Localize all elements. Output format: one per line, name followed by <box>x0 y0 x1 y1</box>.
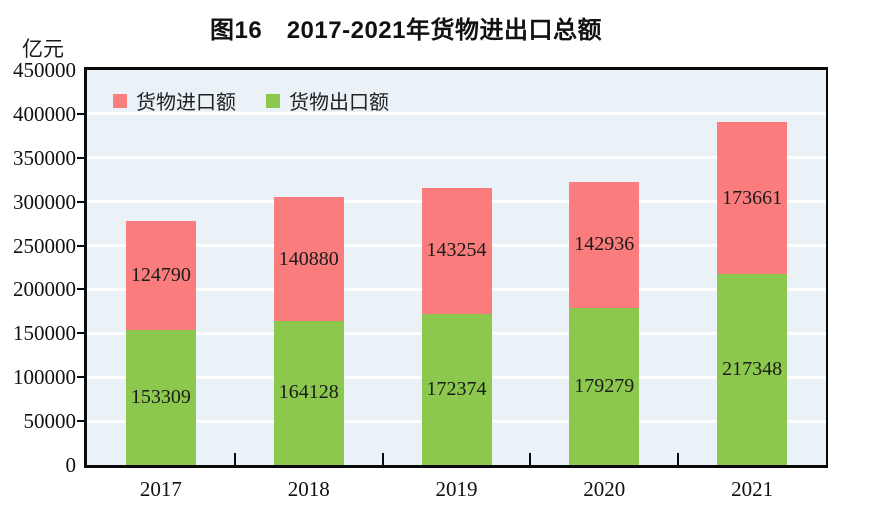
y-axis-tick-label-400000: 400000 <box>13 101 76 126</box>
bar-2019-import-segment: 143254 <box>421 187 492 314</box>
bar-2021-export-value-label: 217348 <box>722 358 783 381</box>
bar-2021-export-segment: 217348 <box>717 274 788 465</box>
legend-item-export: 货物出口额 <box>266 86 389 115</box>
legend: 货物进口额 货物出口额 <box>113 86 389 115</box>
bar-2019-export-segment: 172374 <box>421 313 492 465</box>
x-axis-label-2018: 2018 <box>287 477 330 501</box>
y-axis-tick-label-100000: 100000 <box>13 365 76 390</box>
y-axis-tick-label-0: 0 <box>65 453 77 477</box>
bar-2018-import-value-label: 140880 <box>278 247 339 270</box>
x-axis-tick-1 <box>233 453 236 465</box>
y-axis-tick-400000 <box>77 112 84 115</box>
x-axis-tick-2 <box>381 453 384 465</box>
legend-label-import: 货物进口额 <box>136 92 236 114</box>
x-axis-label-2020: 2020 <box>583 477 626 501</box>
x-axis-tick-3 <box>529 453 532 465</box>
gridline-350000 <box>87 156 826 160</box>
bar-2017-import-segment: 124790 <box>125 220 196 331</box>
bar-2020-import-segment: 142936 <box>569 182 640 308</box>
y-axis-tick-150000 <box>77 332 84 335</box>
x-axis-label-2021: 2021 <box>731 477 774 501</box>
y-axis-tick-label-250000: 250000 <box>13 233 76 258</box>
y-axis-tick-label-200000: 200000 <box>13 277 76 302</box>
legend-item-import: 货物进口额 <box>113 86 236 115</box>
legend-label-export: 货物出口额 <box>289 92 389 114</box>
legend-swatch-import <box>113 93 127 108</box>
legend-swatch-export <box>266 93 280 108</box>
y-axis-tick-350000 <box>77 156 84 159</box>
gridline-400000 <box>87 112 826 116</box>
bar-2017-export-value-label: 153309 <box>130 386 191 409</box>
bar-2018-export-value-label: 164128 <box>278 381 339 404</box>
x-axis-label-2019: 2019 <box>435 477 478 501</box>
x-axis-tick-4 <box>677 453 680 465</box>
bar-2020-export-segment: 179279 <box>569 307 640 465</box>
bar-2019-import-value-label: 143254 <box>426 239 487 262</box>
y-axis-tick-250000 <box>77 244 84 247</box>
bar-2017-export-segment: 153309 <box>125 330 196 465</box>
y-axis-tick-100000 <box>77 376 84 379</box>
y-axis-tick-label-450000: 450000 <box>13 58 76 82</box>
y-axis-unit-label: 亿元 <box>22 37 64 61</box>
y-axis-tick-label-350000: 350000 <box>13 145 76 170</box>
bar-2021-import-value-label: 173661 <box>722 186 783 209</box>
bar-2021-import-segment: 173661 <box>717 121 788 275</box>
bar-2018-import-segment: 140880 <box>273 197 344 321</box>
y-axis-tick-label-300000: 300000 <box>13 189 76 214</box>
chart-title: 图16 2017-2021年货物进出口总额 <box>210 17 602 44</box>
bar-2020-import-value-label: 142936 <box>574 233 635 256</box>
y-axis-tick-300000 <box>77 200 84 203</box>
x-axis-label-2017: 2017 <box>139 477 182 501</box>
bar-2018-export-segment: 164128 <box>273 320 344 465</box>
bar-2019-export-value-label: 172374 <box>426 377 487 400</box>
y-axis-tick-200000 <box>77 288 84 291</box>
y-axis-tick-label-150000: 150000 <box>13 321 76 346</box>
y-axis-tick-label-50000: 50000 <box>23 409 77 434</box>
bar-2020-export-value-label: 179279 <box>574 374 635 397</box>
y-axis-tick-50000 <box>77 420 84 423</box>
plot-area: 货物进口额 货物出口额 153309 124790 164128 140880 17237… <box>84 67 828 468</box>
bar-2017-import-value-label: 124790 <box>130 264 191 287</box>
